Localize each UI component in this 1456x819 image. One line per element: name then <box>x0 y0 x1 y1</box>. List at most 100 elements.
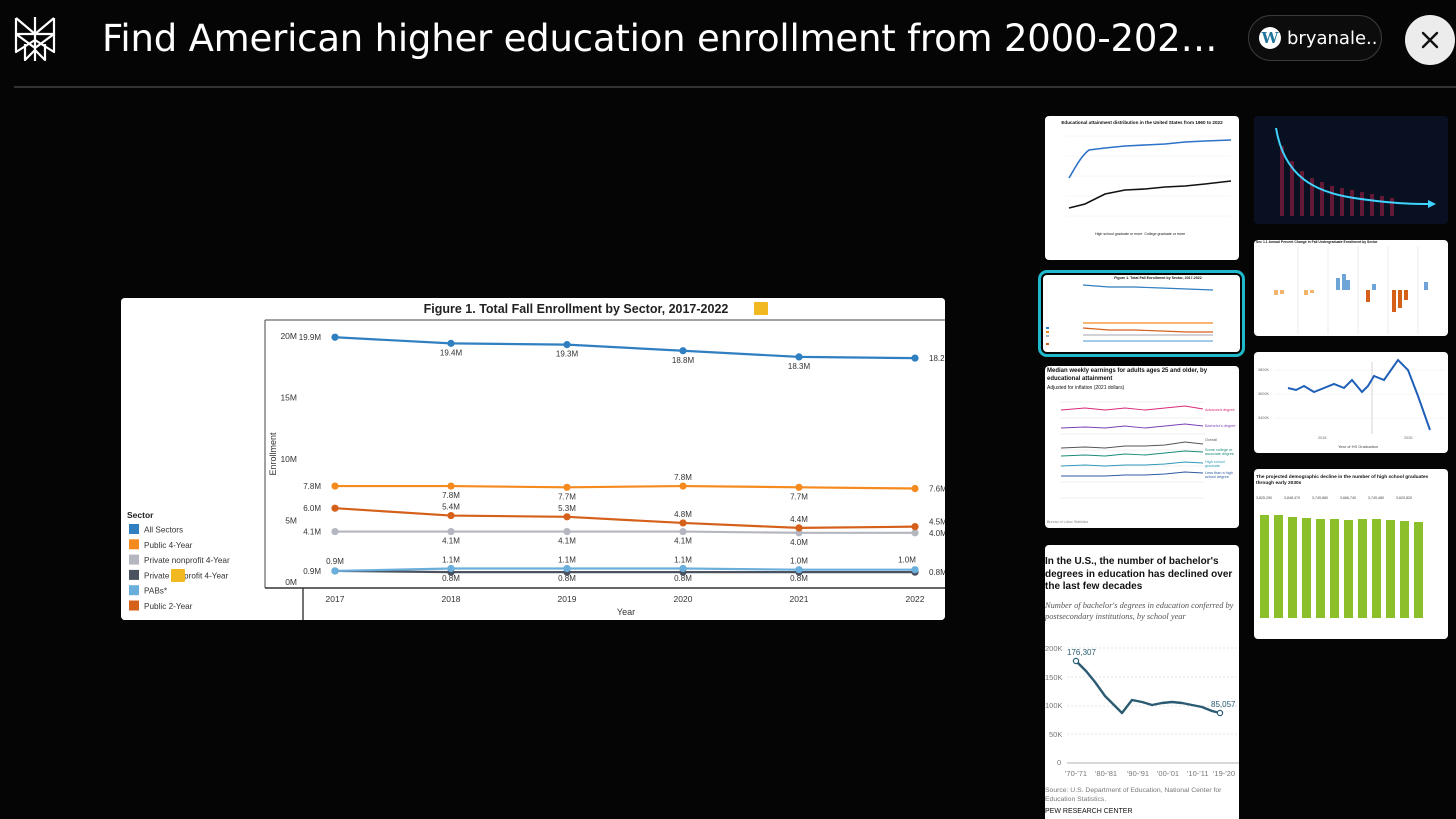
data-label: 4.1M <box>674 537 692 546</box>
earnings-chart <box>1059 401 1205 499</box>
thumbnail-title: Educational attainment distribution in t… <box>1061 120 1223 125</box>
perplexity-logo-icon[interactable] <box>12 14 58 64</box>
series-label: Advanced degree <box>1205 408 1235 412</box>
data-label: 6.0M <box>303 504 321 513</box>
data-label: 7.6M <box>929 485 945 494</box>
thumbnail-percent-change[interactable]: Sec 1.1 Annual Percent Change in Fall Un… <box>1254 240 1448 336</box>
y-tick: 100K <box>1045 701 1063 710</box>
legend-item: High school graduate or more <box>1095 232 1143 236</box>
first-value-label: 176,307 <box>1067 648 1096 657</box>
y-tick-label: 20M <box>280 331 297 341</box>
y-axis-label: Enrollment <box>268 432 278 476</box>
y-tick: 0 <box>1057 758 1062 767</box>
chart-title: Figure 1. Total Fall Enrollment by Secto… <box>424 302 729 316</box>
data-label: 7.7M <box>790 492 808 501</box>
legend-label: Private for-profit 4-Year <box>144 571 229 580</box>
x-tick-label: 2022 <box>906 594 925 604</box>
data-label: 7.8M <box>674 473 692 482</box>
data-label: 0.9M <box>303 567 321 576</box>
thumbnail-projected-decline[interactable]: The projected demographic decline in the… <box>1254 469 1448 639</box>
close-icon <box>1421 31 1439 49</box>
thumbnail-source: Bureau of Labor Statistics <box>1047 520 1089 524</box>
data-point <box>447 564 455 573</box>
thumbnail-enrollment-selected[interactable]: Figure 1. Total Fall Enrollment by Secto… <box>1038 270 1245 357</box>
x-tick: '19-'20 <box>1213 769 1236 778</box>
attainment-chart <box>1065 135 1232 217</box>
bar-label: 3,620,820 <box>1396 496 1412 500</box>
chart-title-badge <box>754 302 768 315</box>
data-point <box>679 519 687 527</box>
data-label: 4.0M <box>929 529 945 538</box>
data-label: 4.4M <box>790 515 808 524</box>
thumbnail-educational-attainment[interactable]: Educational attainment distribution in t… <box>1045 116 1239 260</box>
x-tick-label: 2020 <box>674 594 693 604</box>
thumbnail-abstract-graph[interactable] <box>1254 116 1448 224</box>
thumbnail-title: Sec 1.1 Annual Percent Change in Fall Un… <box>1256 240 1378 244</box>
series-line <box>335 484 916 490</box>
thumbnail-subtitle: Adjusted for inflation (2021 dollars) <box>1047 385 1125 391</box>
data-point <box>795 566 803 574</box>
data-point <box>911 566 919 574</box>
close-button[interactable] <box>1405 15 1455 65</box>
series-line <box>335 530 915 534</box>
y-tick-label: 10M <box>280 454 297 464</box>
data-point <box>679 482 687 490</box>
data-label: 4.1M <box>558 537 576 546</box>
data-label: 18.2M <box>929 354 945 363</box>
page-title: Find American higher education enrollmen… <box>102 17 1227 60</box>
x-tick-label: 2018 <box>442 594 461 604</box>
enrollment-chart: Figure 1. Total Fall Enrollment by Secto… <box>121 298 945 620</box>
thumbnail-title: In the U.S., the number of bachelor's de… <box>1045 556 1233 592</box>
legend-label: All Sectors <box>144 526 183 535</box>
bar-label: 3,848,470 <box>1284 496 1300 500</box>
thumbnail-title: Median weekly earnings for adults ages 2… <box>1047 368 1208 382</box>
data-label: 4.5M <box>929 518 945 527</box>
y-tick: 3600K <box>1258 392 1269 396</box>
x-tick: '00-'01 <box>1157 769 1180 778</box>
legend-swatch <box>129 569 139 580</box>
legend-swatch <box>129 585 139 596</box>
abstract-graph-image <box>1254 116 1448 224</box>
thumbnail-hs-graduation[interactable]: 3800K 3600K 3400K 2016 2026 Year of HS G… <box>1254 352 1448 453</box>
y-tick-label: 15M <box>280 393 297 403</box>
data-point <box>563 527 571 536</box>
legend-label: PABs* <box>144 587 168 596</box>
data-point <box>447 527 455 536</box>
wordpress-icon: W <box>1259 27 1281 49</box>
source-chip[interactable]: W bryanale... <box>1248 15 1382 61</box>
data-point <box>331 333 339 341</box>
data-label: 4.1M <box>303 528 321 537</box>
data-label: 0.8M <box>674 574 692 583</box>
data-point <box>795 353 803 361</box>
last-value-label: 85,057 <box>1211 700 1236 709</box>
data-point <box>563 513 571 521</box>
data-label: 0.8M <box>558 574 576 583</box>
y-tick: 200K <box>1045 644 1063 653</box>
data-point <box>331 527 339 536</box>
projected-decline-chart <box>1260 515 1423 618</box>
data-point <box>795 524 803 532</box>
data-point <box>679 347 687 355</box>
series-line <box>334 569 915 574</box>
data-label: 4.0M <box>790 538 808 547</box>
series-line <box>334 336 916 360</box>
legend-badge <box>171 569 185 582</box>
data-label: 0.8M <box>929 568 945 577</box>
data-label: 0.8M <box>790 574 808 583</box>
y-tick: 3400K <box>1258 416 1269 420</box>
x-tick: '10-'11 <box>1187 769 1209 778</box>
y-tick: 3800K <box>1258 368 1269 372</box>
thumbnail-bachelors-education[interactable]: In the U.S., the number of bachelor's de… <box>1045 545 1239 819</box>
data-point <box>563 341 571 349</box>
y-tick: 150K <box>1045 673 1063 682</box>
data-label: 0.9M <box>326 557 344 566</box>
main-image[interactable]: Figure 1. Total Fall Enrollment by Secto… <box>121 298 945 620</box>
x-tick-label: 2019 <box>558 594 577 604</box>
data-label: 19.4M <box>440 348 463 357</box>
thumbnail-median-earnings[interactable]: Median weekly earnings for adults ages 2… <box>1045 366 1239 528</box>
bar-label: 3,745,880 <box>1312 496 1328 500</box>
series-label: High school graduate <box>1205 460 1225 468</box>
data-label: 19.3M <box>556 350 579 359</box>
legend-label: Private nonprofit 4-Year <box>144 556 230 565</box>
percent-change-chart <box>1274 246 1428 334</box>
